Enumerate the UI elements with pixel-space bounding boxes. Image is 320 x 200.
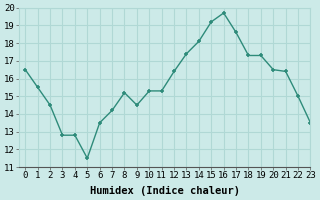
- X-axis label: Humidex (Indice chaleur): Humidex (Indice chaleur): [90, 186, 240, 196]
